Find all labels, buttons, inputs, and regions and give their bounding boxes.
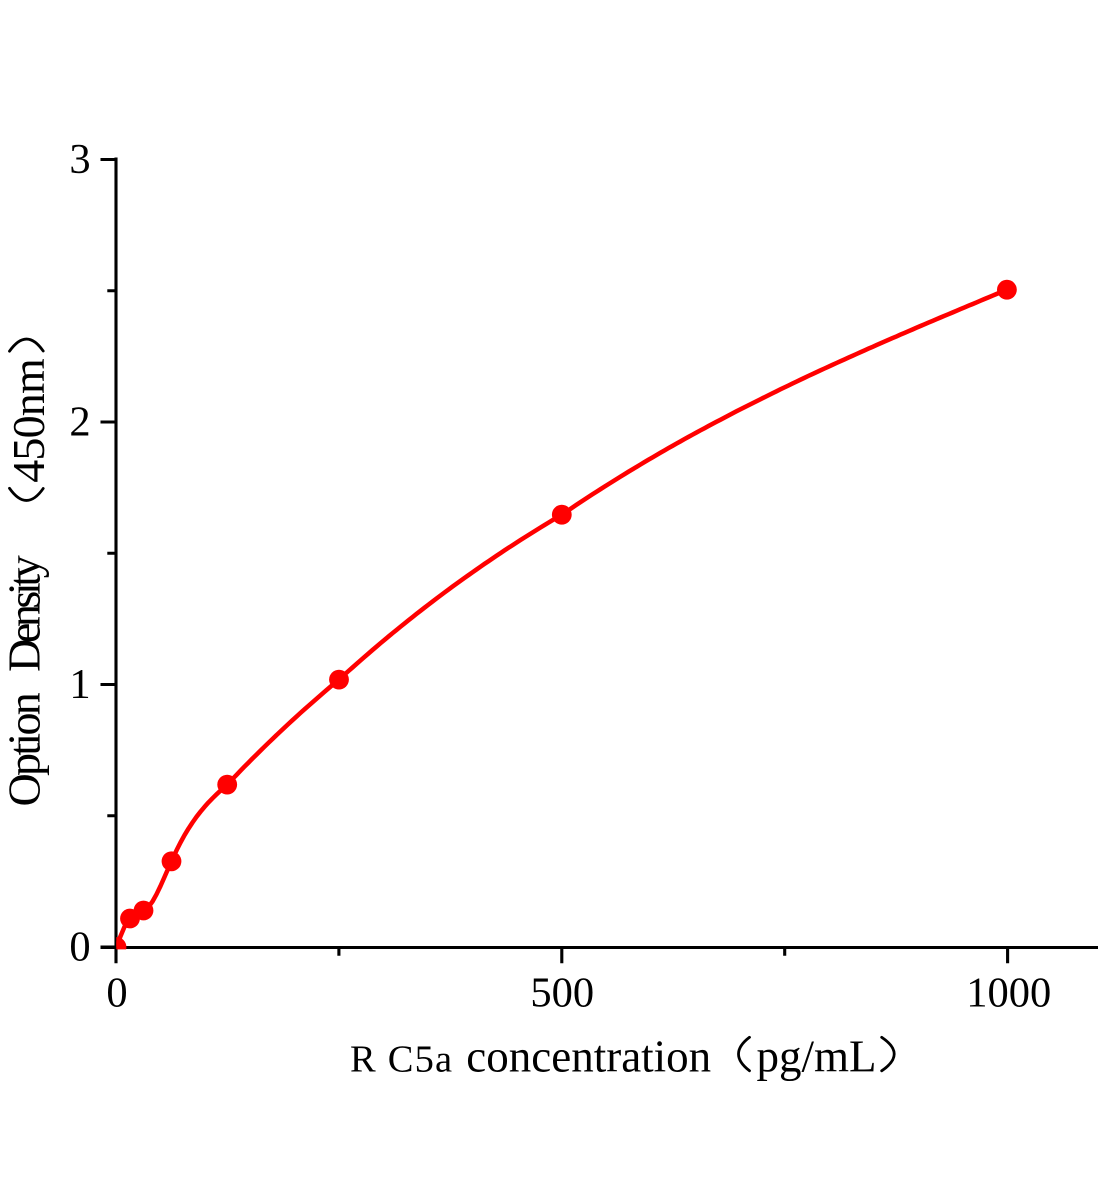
svg-text:R C5a: R C5a [350,1039,453,1081]
svg-text:0: 0 [106,970,127,1017]
svg-text:concentration: concentration [466,1032,711,1082]
svg-text:0: 0 [69,924,90,971]
svg-text:500: 500 [530,970,594,1017]
svg-text:1: 1 [69,661,90,708]
svg-text:3: 3 [69,136,90,183]
svg-text:1000: 1000 [966,970,1051,1017]
svg-text:pg/mL: pg/mL [757,1032,877,1082]
svg-text:Density: Density [0,555,50,672]
svg-text:2: 2 [69,399,90,446]
svg-text:450nm: 450nm [3,358,54,483]
svg-text:Option: Option [0,692,50,806]
